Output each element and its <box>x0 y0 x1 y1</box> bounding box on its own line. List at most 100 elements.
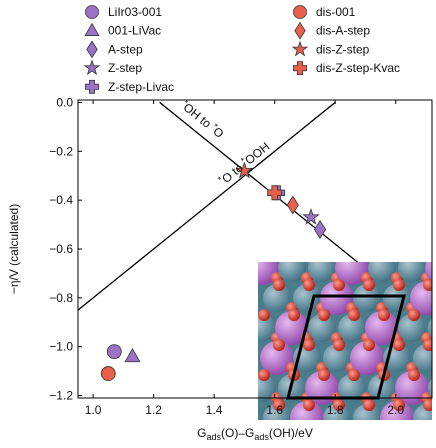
atom <box>258 374 276 402</box>
atom <box>376 422 388 434</box>
label-part: * <box>211 121 220 131</box>
x-axis-label: Gads(O)–Gads(OH)/eV <box>197 426 313 442</box>
inset-image <box>258 249 432 434</box>
atom <box>308 262 336 282</box>
atom <box>348 309 360 321</box>
atom <box>398 262 426 282</box>
atom <box>425 262 432 282</box>
atom <box>393 279 405 291</box>
legend-marker <box>85 5 99 19</box>
data-point <box>100 366 116 381</box>
atom <box>413 344 432 372</box>
legend-marker <box>86 40 98 59</box>
label-part: ads <box>206 432 221 442</box>
line-label: *OH to *O <box>178 97 227 141</box>
atom <box>335 262 369 285</box>
x-tick-label: 1.6 <box>266 403 283 417</box>
atom <box>406 422 418 434</box>
legend-marker <box>293 5 307 19</box>
atom <box>408 309 420 321</box>
legend-marker <box>294 21 306 40</box>
data-point <box>286 195 299 215</box>
atom <box>350 341 384 375</box>
y-tick-label: −0.6 <box>49 242 73 256</box>
atom <box>318 309 330 321</box>
label-part: OOH <box>242 139 272 167</box>
atom <box>423 279 432 291</box>
label-part: (O)–G <box>221 426 254 440</box>
atom <box>316 422 328 434</box>
data-point <box>267 185 283 201</box>
atom <box>318 369 330 381</box>
atom <box>288 249 300 261</box>
atom <box>275 311 309 345</box>
legend-label: LiIr03-001 <box>108 5 162 19</box>
atom <box>273 339 285 351</box>
atom <box>408 369 420 381</box>
x-tick-label: 1.0 <box>85 403 102 417</box>
atom <box>308 314 336 342</box>
legend-label: dis-Z-step <box>316 42 370 56</box>
atom <box>428 318 432 338</box>
atom <box>320 281 354 315</box>
atom <box>353 284 381 312</box>
atom <box>338 314 366 342</box>
legend-label: dis-Z-step-Kvac <box>316 61 400 75</box>
atom <box>333 399 345 411</box>
atom <box>378 309 390 321</box>
atom <box>303 399 315 411</box>
atom <box>278 262 306 282</box>
x-tick-label: 1.4 <box>206 403 223 417</box>
atom <box>263 284 291 312</box>
atom <box>303 279 315 291</box>
atom <box>258 369 270 381</box>
atom <box>273 279 285 291</box>
atom <box>346 422 358 434</box>
atom <box>363 399 375 411</box>
atom <box>393 339 405 351</box>
data-point <box>302 207 320 225</box>
label-part: (OH)/eV <box>269 426 313 440</box>
y-tick-label: −0.8 <box>49 291 73 305</box>
label-part: −η <box>7 281 21 295</box>
legend-label: A-step <box>108 42 143 56</box>
legend-marker <box>85 79 99 94</box>
label-part: ads <box>254 432 269 442</box>
y-axis-label: −η/V (calculated) <box>7 204 21 294</box>
atom <box>333 339 345 351</box>
atom <box>383 284 411 312</box>
data-point <box>106 344 122 359</box>
atom <box>363 339 375 351</box>
atom <box>378 249 390 261</box>
atom <box>338 374 366 402</box>
y-tick-label: −1.0 <box>49 340 73 354</box>
atom <box>258 314 276 342</box>
x-tick-label: 1.2 <box>145 403 162 417</box>
atom <box>260 341 294 375</box>
atom <box>303 339 315 351</box>
label-part: * <box>216 174 225 184</box>
legend-marker <box>291 40 309 57</box>
y-tick-label: 0.0 <box>56 95 73 109</box>
atom <box>363 279 375 291</box>
atom <box>393 399 405 411</box>
atom <box>368 262 396 282</box>
atom <box>348 369 360 381</box>
atom <box>258 249 270 261</box>
atom <box>423 399 432 411</box>
label-part: /V (calculated) <box>7 204 21 281</box>
legend-label: dis-A-step <box>316 24 370 38</box>
data-point <box>124 347 141 363</box>
legend-marker <box>293 61 307 75</box>
atom <box>333 279 345 291</box>
atom <box>293 284 321 312</box>
atom <box>428 378 432 398</box>
y-tick-label: −0.2 <box>49 144 73 158</box>
x-tick-label: 1.8 <box>327 403 344 417</box>
legend-marker <box>84 22 100 36</box>
atom <box>288 309 300 321</box>
y-tick-label: −0.4 <box>49 193 73 207</box>
atom <box>398 314 426 342</box>
line-label: *O to *OOH <box>216 139 272 189</box>
